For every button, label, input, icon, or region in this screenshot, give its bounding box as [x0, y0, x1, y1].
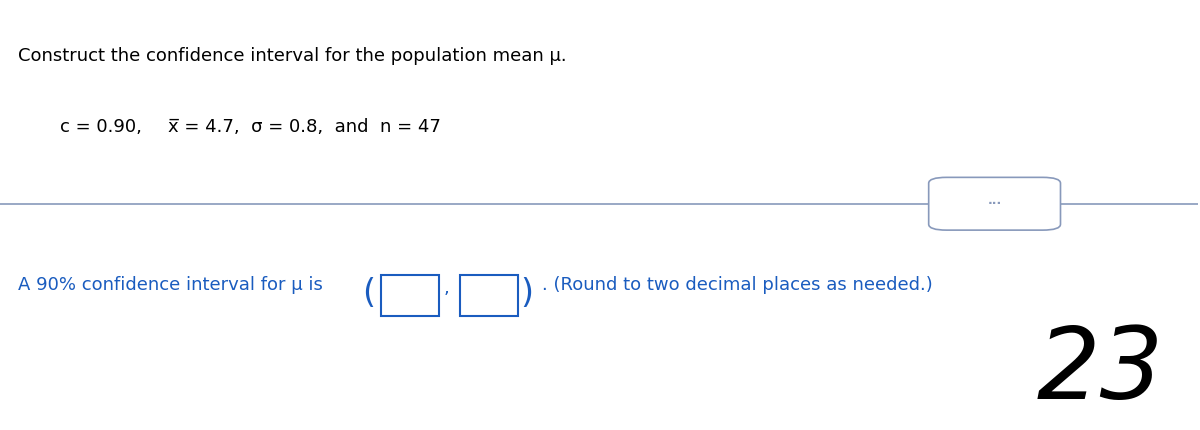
- FancyBboxPatch shape: [929, 178, 1061, 230]
- FancyBboxPatch shape: [382, 275, 438, 316]
- Text: ,: ,: [443, 278, 449, 296]
- Text: ···: ···: [988, 197, 1002, 210]
- FancyBboxPatch shape: [460, 275, 517, 316]
- Text: Construct the confidence interval for the population mean μ.: Construct the confidence interval for th…: [18, 47, 566, 65]
- Text: . (Round to two decimal places as needed.): . (Round to two decimal places as needed…: [541, 275, 932, 293]
- Text: ): ): [520, 276, 533, 309]
- Text: (: (: [362, 276, 374, 309]
- Text: x̅ = 4.7,  σ = 0.8,  and  n = 47: x̅ = 4.7, σ = 0.8, and n = 47: [168, 118, 440, 136]
- Text: 23: 23: [1037, 322, 1164, 419]
- Text: A 90% confidence interval for μ is: A 90% confidence interval for μ is: [18, 275, 329, 293]
- Text: c = 0.90,: c = 0.90,: [60, 118, 154, 136]
